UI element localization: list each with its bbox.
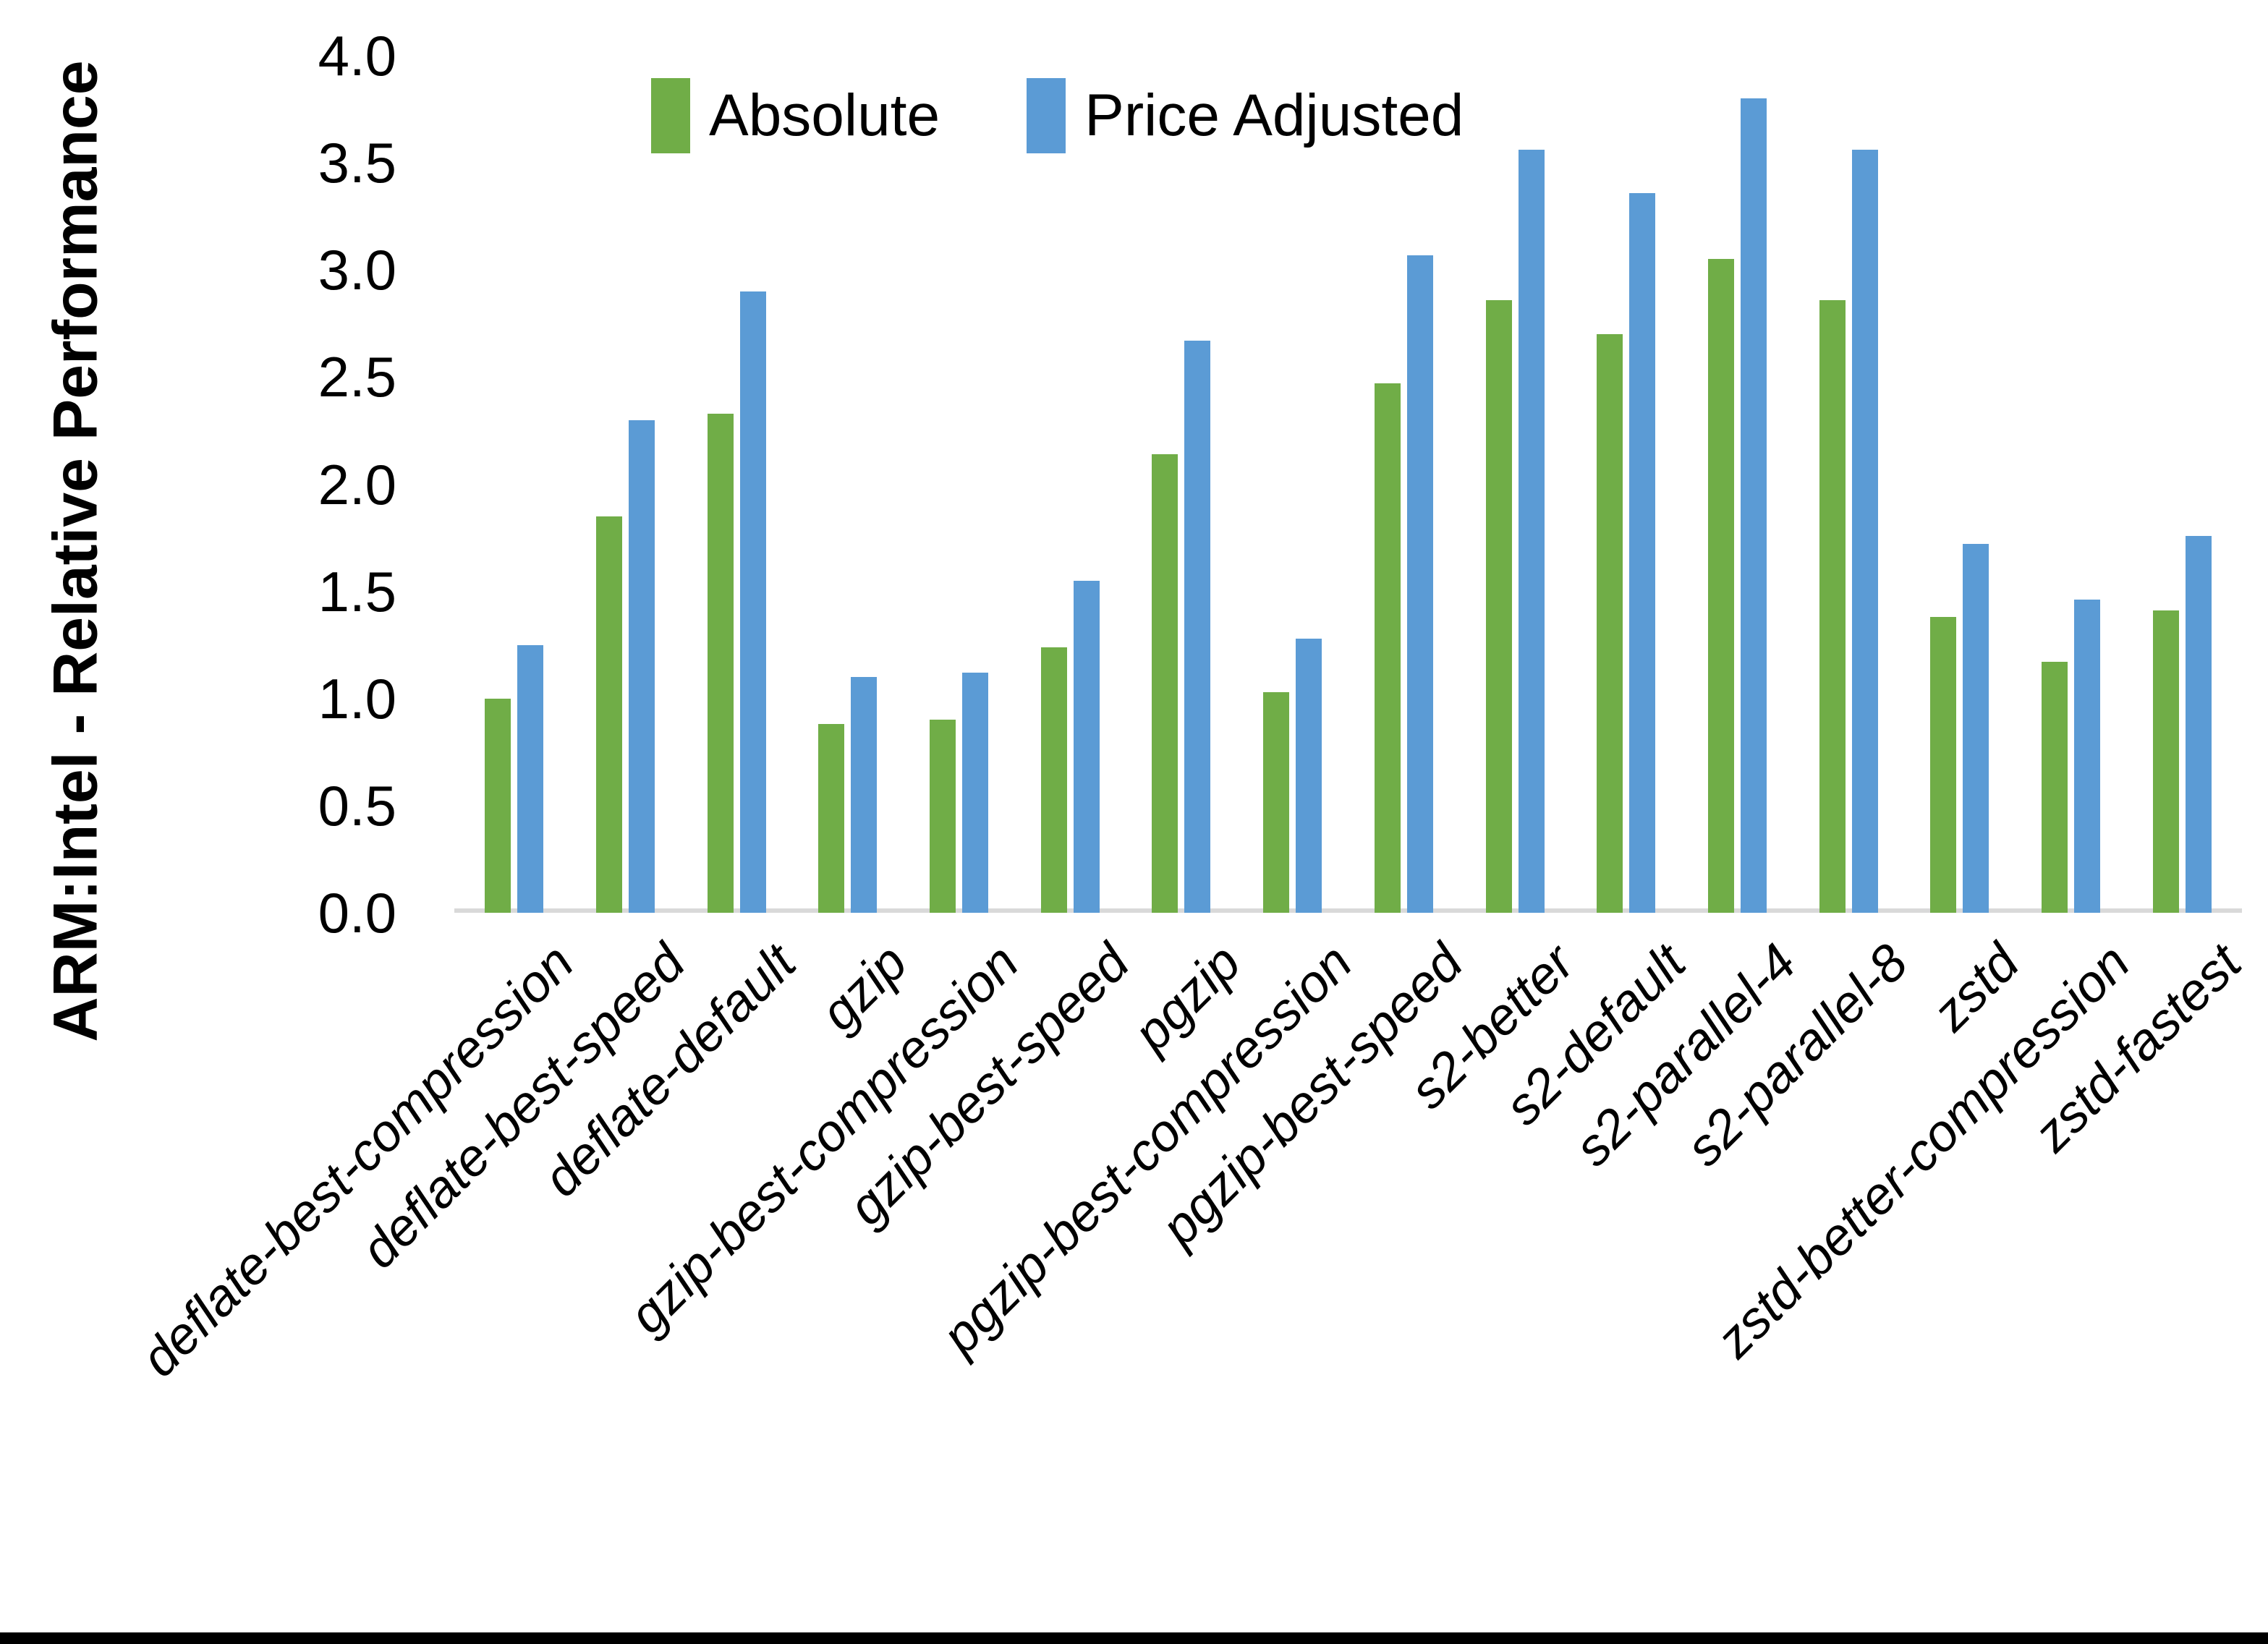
bar-price-adjusted-pgzip [1184, 341, 1210, 913]
bar-price-adjusted-pgzip-best-speed [1407, 255, 1433, 913]
bar-price-adjusted-s2-parallel-8 [1852, 150, 1878, 913]
legend-label: Absolute [709, 82, 940, 148]
bar-absolute-gzip [818, 724, 844, 913]
bar-absolute-zstd [1930, 617, 1956, 913]
y-tick-label-0.0: 0.0 [318, 881, 396, 945]
bar-absolute-s2-default [1597, 334, 1623, 913]
bar-absolute-pgzip-best-compression [1263, 692, 1289, 913]
bar-absolute-zstd-better-compression [2042, 662, 2068, 913]
bar-absolute-gzip-best-speed [1041, 647, 1067, 913]
legend: Absolute Price Adjusted [651, 78, 1464, 153]
legend-label: Price Adjusted [1084, 82, 1464, 148]
legend-item-absolute: Absolute [651, 78, 940, 153]
bar-price-adjusted-zstd [1963, 544, 1989, 913]
y-tick-label-1.0: 1.0 [318, 667, 396, 731]
y-tick-label-2.0: 2.0 [318, 453, 396, 516]
bar-price-adjusted-gzip-best-speed [1074, 581, 1100, 913]
bar-price-adjusted-gzip-best-compression [962, 673, 988, 913]
bar-price-adjusted-zstd-better-compression [2074, 600, 2100, 913]
y-tick-label-2.5: 2.5 [318, 345, 396, 409]
legend-swatch-icon [651, 78, 690, 153]
bar-price-adjusted-deflate-best-speed [629, 420, 655, 913]
legend-item-price-adjusted: Price Adjusted [1027, 78, 1464, 153]
y-tick-label-1.5: 1.5 [318, 560, 396, 623]
bar-price-adjusted-s2-better [1519, 150, 1545, 913]
bar-price-adjusted-s2-default [1629, 193, 1655, 913]
bar-absolute-deflate-best-speed [596, 516, 622, 913]
bar-absolute-pgzip [1152, 454, 1178, 913]
bar-absolute-gzip-best-compression [930, 720, 956, 913]
x-tick-label-deflate-best-compression: deflate-best-compression [130, 933, 585, 1388]
y-tick-label-3.0: 3.0 [318, 238, 396, 302]
bar-price-adjusted-deflate-best-compression [517, 645, 543, 913]
bar-price-adjusted-gzip [851, 677, 877, 913]
bar-absolute-deflate-best-compression [485, 699, 511, 913]
bar-price-adjusted-pgzip-best-compression [1296, 639, 1322, 913]
bar-absolute-s2-parallel-8 [1819, 300, 1846, 913]
y-tick-label-3.5: 3.5 [318, 131, 396, 195]
bar-absolute-pgzip-best-speed [1375, 383, 1401, 913]
y-tick-label-4.0: 4.0 [318, 24, 396, 88]
bar-price-adjusted-zstd-fastest [2186, 536, 2212, 913]
bar-absolute-s2-better [1486, 300, 1512, 913]
bar-absolute-zstd-fastest [2153, 610, 2179, 913]
x-axis-line [454, 908, 2242, 913]
legend-swatch-icon [1027, 78, 1066, 153]
bar-absolute-deflate-default [708, 414, 734, 913]
bar-price-adjusted-s2-parallel-4 [1741, 98, 1767, 913]
bar-price-adjusted-deflate-default [740, 291, 766, 913]
bar-absolute-s2-parallel-4 [1708, 259, 1734, 913]
bottom-border [0, 1632, 2268, 1644]
y-tick-label-0.5: 0.5 [318, 774, 396, 838]
